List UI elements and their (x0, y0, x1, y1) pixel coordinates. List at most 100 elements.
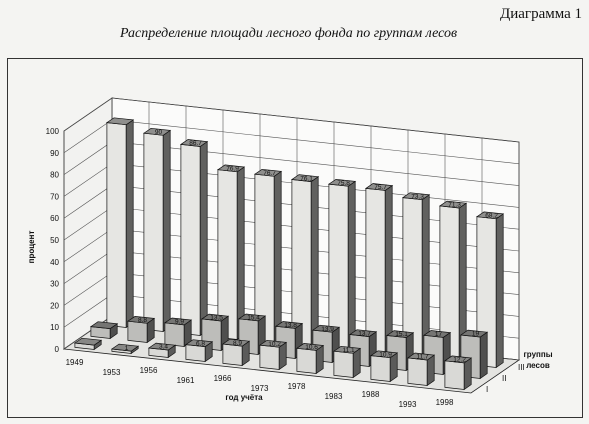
x-axis-title: год учёта (225, 393, 263, 402)
data-label: 15.4 (247, 315, 260, 322)
bar-III-1998-side (495, 213, 504, 369)
bar-II-1953-top (126, 316, 156, 324)
bar-I-1988-front (370, 355, 391, 382)
bar-II-1961-top (200, 313, 230, 322)
data-label: 13.8 (284, 322, 297, 329)
bar-I-1973-top (258, 339, 288, 348)
bar-III-1973-top (290, 174, 320, 182)
data-label: 13.9 (321, 326, 334, 333)
x-tick-label: 1961 (177, 376, 195, 385)
z-axis-title-line2: лесов (526, 361, 550, 370)
bar-III-1953-side (162, 129, 171, 333)
chart-bars (73, 117, 505, 391)
y-tick-label: 70 (50, 192, 59, 201)
bar-II-1983-top (348, 329, 378, 337)
bar-III-1949-front (106, 122, 127, 328)
data-label: 12.2 (453, 357, 466, 364)
x-tick-label: 1973 (251, 384, 269, 393)
bar-I-1978-top (295, 343, 325, 351)
bar-I-1949-top (73, 337, 103, 346)
bar-III-1973-side (310, 176, 319, 349)
data-label: 10.2 (268, 341, 281, 348)
data-label: 11.7 (416, 354, 429, 361)
bar-III-1978-side (347, 180, 356, 353)
bar-III-1966-side (273, 170, 282, 345)
data-label: 86.7 (189, 140, 202, 147)
bar-II-1956-top (163, 317, 193, 326)
bar-I-1998-front (444, 360, 465, 390)
bar-I-1966-front (222, 343, 243, 366)
bar-I-1998-top (443, 355, 473, 364)
data-label: 3.4 (159, 344, 168, 351)
data-label: 13.7 (358, 330, 371, 337)
y-tick-label: 30 (50, 280, 59, 289)
bar-III-1956-side (199, 140, 208, 337)
bar-III-1956-top (179, 139, 209, 147)
bar-III-1953-top (142, 127, 172, 136)
chart-title: Распределение площади лесного фонда по г… (120, 26, 458, 41)
y-tick-label: 10 (50, 323, 59, 332)
bar-II-1966-top (237, 313, 267, 322)
diagram-number: Диаграмма 1 (500, 6, 583, 22)
data-label: 13.5 (210, 315, 223, 322)
chart-frame: 0 10 20 30 40 50 60 70 80 90 100 68.2 71.3 73.3 75.7 75… (7, 58, 583, 418)
x-tick-label: 1988 (362, 390, 380, 399)
bar-III-1966-top (253, 168, 283, 177)
bar-III-1956-front (180, 144, 201, 336)
y-tick-label: 40 (50, 258, 59, 267)
bar-III-1953-front (143, 132, 164, 332)
bar-III-1949-side (125, 119, 134, 329)
chart-labels: 0 10 20 30 40 50 60 70 80 90 100 68.2 71.3 73.3 75.7 75… (46, 127, 525, 409)
z-tick-label: II (502, 374, 506, 383)
z-axis-title: группы (523, 350, 552, 359)
bar-III-1993-top (438, 200, 468, 209)
bar-III-1998-top (475, 211, 505, 220)
chart-svg: 0 10 20 30 40 50 60 70 80 90 100 68.2 71.3 73.3 75.7 75… (27, 97, 553, 409)
x-tick-label: 1993 (399, 400, 417, 409)
y-tick-label: 20 (50, 301, 59, 310)
bar-III-1961-side (236, 166, 245, 341)
data-label: 76.7 (263, 170, 276, 177)
bar-I-1973-front (259, 344, 280, 370)
data-label: 75.7 (374, 184, 387, 191)
x-tick-label: 1949 (66, 358, 84, 367)
data-label: 6.8 (196, 340, 205, 347)
data-label: 8.8 (138, 317, 147, 324)
bar-I-1988-top (369, 350, 399, 359)
data-label: 15.1 (395, 331, 408, 338)
y-tick-label: 80 (50, 171, 59, 180)
bar-II-1949-top (89, 321, 119, 329)
x-tick-label: 1956 (140, 366, 158, 375)
bar-III-1988-top (401, 192, 431, 201)
bar-I-1983-top (332, 345, 362, 354)
data-label: 90 (155, 129, 163, 136)
bar-II-1988-top (385, 330, 415, 338)
bar-I-1961-top (184, 339, 214, 347)
bar-I-1966-top (221, 338, 251, 347)
bar-I-1953-top (110, 343, 140, 352)
data-label: 76.9 (226, 166, 239, 173)
data-label: 1 (125, 345, 129, 352)
data-label: 19 (472, 331, 480, 338)
bar-III-1983-top (364, 183, 394, 191)
data-label: 17 (435, 331, 443, 338)
data-label: 9.9 (175, 319, 184, 326)
bar-II-1978-top (311, 324, 341, 333)
x-tick-label: 1998 (436, 398, 454, 407)
data-label: 73.3 (411, 193, 424, 200)
y-tick-label: 0 (55, 345, 60, 354)
bar-II-1973-top (274, 321, 304, 329)
z-tick-label: III (518, 363, 525, 372)
bar-II-1953-front (127, 320, 148, 343)
y-tick-label: 90 (50, 149, 59, 158)
y-tick-label: 100 (46, 127, 60, 136)
x-tick-label: 1978 (288, 382, 306, 391)
x-tick-label: 1966 (214, 374, 232, 383)
y-tick-label: 60 (50, 214, 59, 223)
bar-III-1961-top (216, 164, 246, 173)
data-label: 10.9 (379, 351, 392, 358)
bar-III-1978-top (327, 178, 357, 187)
bar-III-1983-side (384, 184, 393, 357)
bar-I-1978-front (296, 347, 317, 374)
bar-I-1993-top (406, 352, 436, 361)
